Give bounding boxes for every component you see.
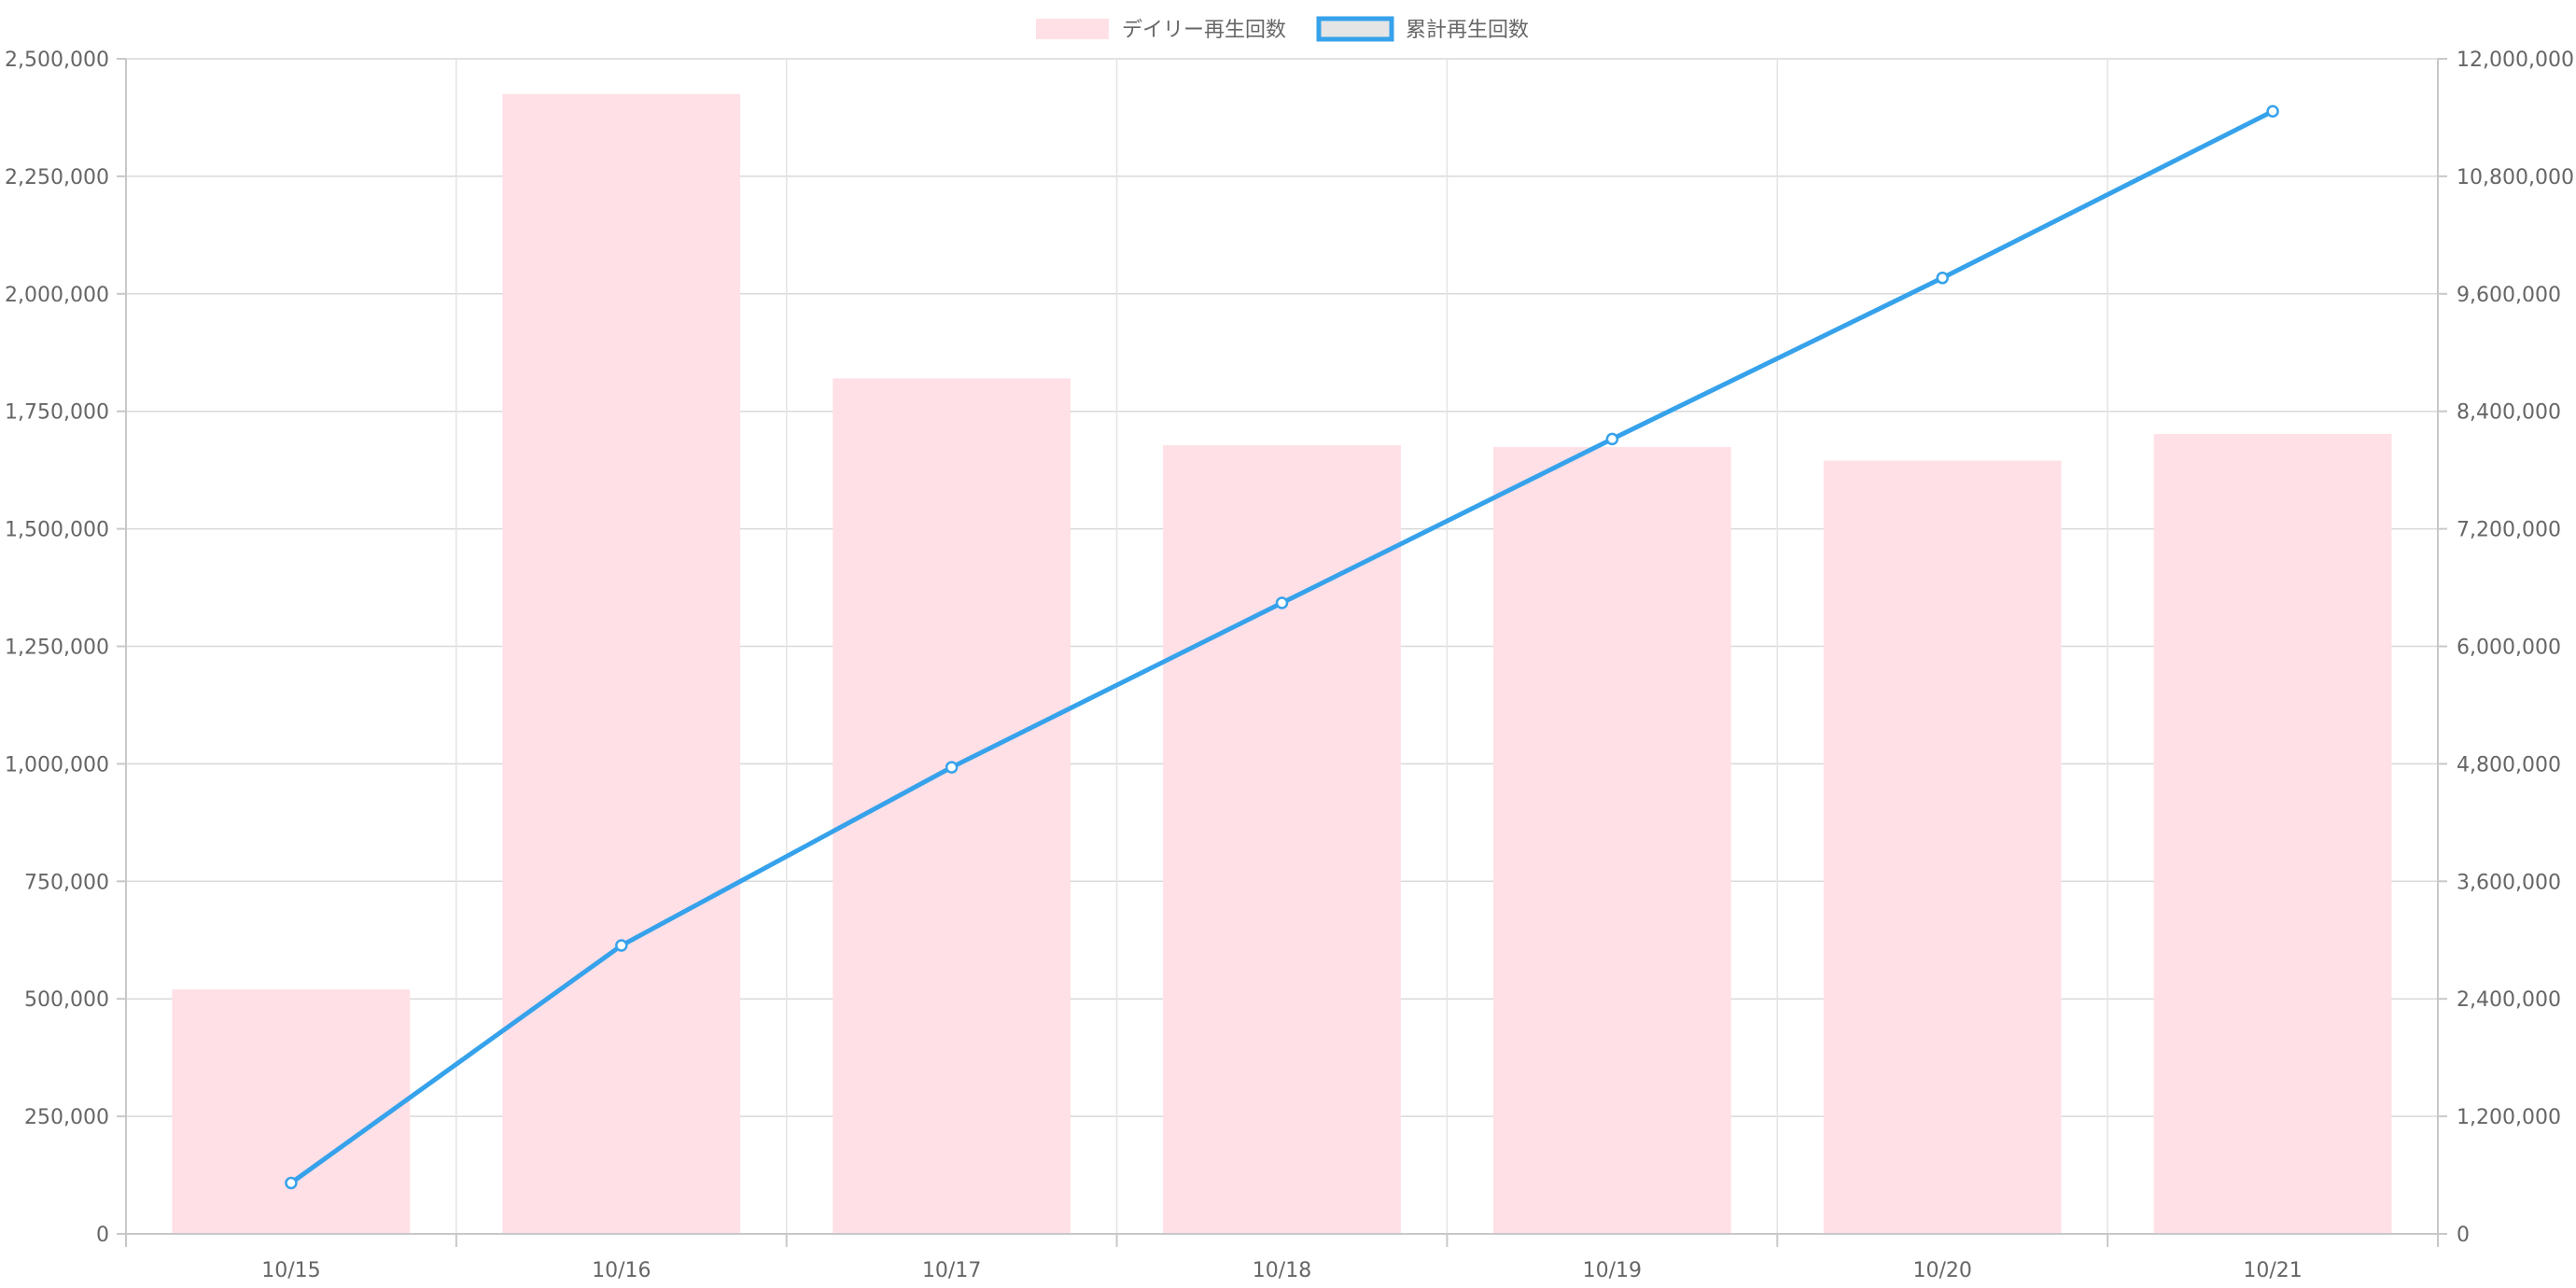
right-y-tick-label: 3,600,000 <box>2457 871 2561 894</box>
right-y-tick-label: 1,200,000 <box>2457 1106 2561 1129</box>
legend-label-daily-plays: デイリー再生回数 <box>1122 19 1286 42</box>
left-y-tick-label: 750,000 <box>24 871 109 894</box>
bar-daily-plays <box>502 93 741 1234</box>
right-y-tick-label: 4,800,000 <box>2457 753 2561 777</box>
right-y-tick-label: 0 <box>2457 1224 2470 1247</box>
right-y-tick-label: 12,000,000 <box>2457 49 2574 72</box>
line-point-cumulative-plays <box>615 939 628 952</box>
left-y-tick-label: 1,250,000 <box>5 637 109 660</box>
legend-label-cumulative-plays: 累計再生回数 <box>1406 19 1529 42</box>
line-point-cumulative-plays <box>1275 596 1289 609</box>
right-y-tick-label: 2,400,000 <box>2457 988 2561 1012</box>
daily-plays-bars <box>172 93 2392 1234</box>
left-y-tick-label: 1,000,000 <box>5 753 109 777</box>
right-y-tick-label: 10,800,000 <box>2457 166 2574 189</box>
right-y-tick-label: 6,000,000 <box>2457 637 2561 660</box>
x-tick-label: 10/17 <box>922 1259 981 1282</box>
right-y-tick-label: 8,400,000 <box>2457 401 2561 425</box>
x-tick-label: 10/19 <box>1583 1259 1642 1282</box>
legend-swatch-cumulative-plays <box>1316 16 1394 42</box>
x-tick-label: 10/18 <box>1253 1259 1311 1282</box>
line-point-cumulative-plays <box>1936 272 1949 285</box>
left-y-axis-ticks: 0 250,000 500,000 750,000 1,000,000 1,250,000… <box>5 49 109 1247</box>
chart-legend: デイリー再生回数 累計再生回数 <box>1036 16 1529 42</box>
bar-daily-plays <box>172 989 411 1234</box>
bar-daily-plays <box>1823 460 2062 1234</box>
left-y-tick-label: 1,500,000 <box>5 519 109 542</box>
left-y-tick-label: 2,000,000 <box>5 284 109 307</box>
x-tick-label: 10/15 <box>261 1259 320 1282</box>
line-point-cumulative-plays <box>945 761 959 774</box>
right-y-axis-ticks: 0 1,200,000 2,400,000 3,600,000 4,800,000 6,0… <box>2457 49 2574 1247</box>
line-point-cumulative-plays <box>1605 432 1619 446</box>
right-y-tick-label: 9,600,000 <box>2457 284 2561 307</box>
left-y-tick-label: 0 <box>96 1224 109 1247</box>
bar-daily-plays <box>833 378 1071 1234</box>
chart-axes <box>117 58 2447 1247</box>
left-y-tick-label: 1,750,000 <box>5 401 109 425</box>
left-y-tick-label: 250,000 <box>24 1106 109 1129</box>
x-tick-label: 10/16 <box>592 1259 651 1282</box>
x-axis-ticks: 10/15 10/16 10/17 10/18 10/19 10/20 10/21 <box>261 1259 2303 1282</box>
legend-swatch-daily-plays <box>1036 19 1109 39</box>
bar-daily-plays <box>1163 444 1401 1234</box>
right-y-tick-label: 7,200,000 <box>2457 519 2561 542</box>
left-y-tick-label: 2,250,000 <box>5 166 109 189</box>
cumulative-plays-line <box>285 105 2279 1190</box>
bar-daily-plays <box>1492 446 1731 1234</box>
bar-daily-plays <box>2153 433 2392 1234</box>
line-point-cumulative-plays <box>2266 105 2279 118</box>
x-tick-label: 10/20 <box>1913 1259 1972 1282</box>
line-point-cumulative-plays <box>285 1176 298 1190</box>
left-y-tick-label: 500,000 <box>24 988 109 1012</box>
x-tick-label: 10/21 <box>2243 1259 2302 1282</box>
left-y-tick-label: 2,500,000 <box>5 49 109 72</box>
